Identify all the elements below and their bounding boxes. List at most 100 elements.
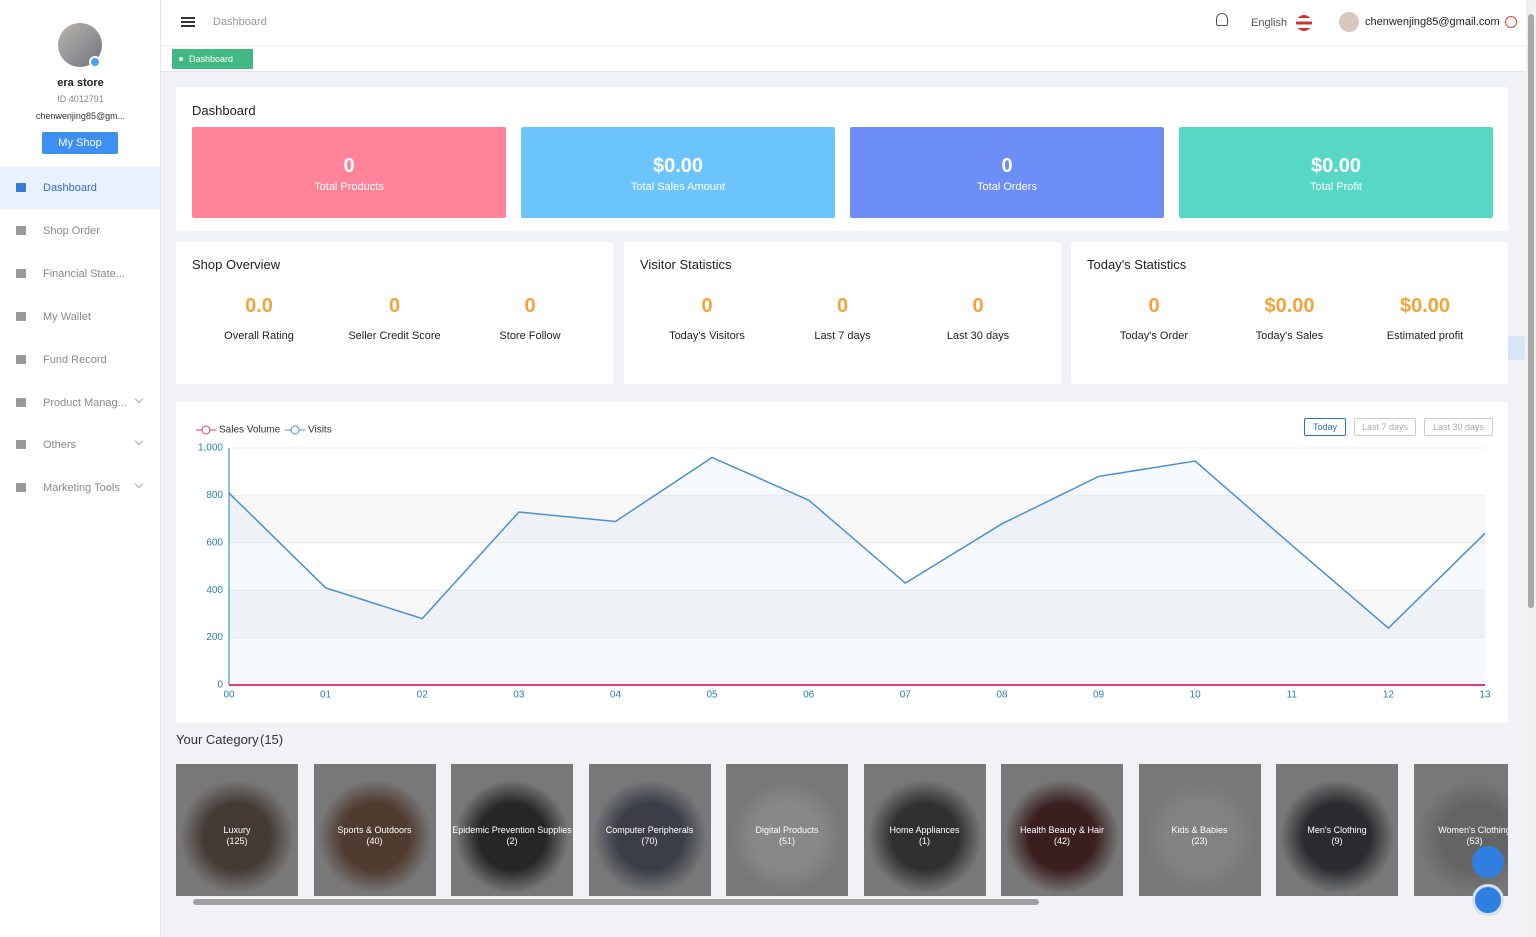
category-item-count: (40) bbox=[366, 836, 383, 846]
legend-label: Sales Volume bbox=[219, 425, 281, 436]
category-name: Digital Products bbox=[755, 825, 819, 835]
card-label: Total Products bbox=[314, 181, 384, 193]
category-tile[interactable]: Home Appliances (1) bbox=[863, 764, 986, 896]
menu-label: Product Manag... bbox=[43, 396, 127, 409]
support-button[interactable] bbox=[1472, 884, 1504, 916]
category-item-count: (51) bbox=[778, 836, 795, 846]
range-button[interactable]: Last 30 days bbox=[1424, 418, 1493, 436]
stat-value: 0 bbox=[836, 295, 849, 317]
store-name: era store bbox=[57, 77, 104, 89]
flag-icon[interactable] bbox=[1296, 15, 1312, 31]
menu-item[interactable]: My Wallet bbox=[0, 296, 160, 338]
stat-value: 0.0 bbox=[245, 295, 273, 317]
my-shop-button[interactable]: My Shop bbox=[42, 132, 118, 154]
breadcrumb[interactable]: Dashboard bbox=[213, 16, 267, 28]
range-button[interactable]: Today bbox=[1304, 418, 1346, 436]
category-tile[interactable]: Luxury (125) bbox=[176, 764, 298, 896]
category-tile[interactable]: Kids & Babies (23) bbox=[1138, 764, 1261, 896]
y-tick-label: 400 bbox=[206, 585, 223, 596]
menu-item[interactable]: Product Manag... bbox=[0, 382, 160, 424]
category-name: Women's Clothing bbox=[1438, 825, 1508, 835]
range-button[interactable]: Last 7 days bbox=[1354, 418, 1416, 436]
menu-item[interactable]: Marketing Tools bbox=[0, 467, 160, 509]
tab[interactable]: Dashboard bbox=[172, 49, 254, 69]
category-tile[interactable]: Men's Clothing (9) bbox=[1276, 764, 1398, 896]
category-tile[interactable]: Epidemic Prevention Supplies (2) bbox=[451, 764, 573, 896]
category-name: Epidemic Prevention Supplies bbox=[452, 825, 572, 835]
summary-card[interactable]: 0 Total Orders bbox=[850, 127, 1164, 218]
category-tile[interactable]: Sports & Outdoors (40) bbox=[313, 764, 436, 896]
menu-icon bbox=[16, 225, 26, 235]
x-tick-label: 09 bbox=[1093, 690, 1105, 701]
stat-label: Today's Order bbox=[1119, 330, 1189, 342]
header: Dashboard English chenwenjing85@gmail.com bbox=[161, 0, 1526, 46]
category-name: Health Beauty & Hair bbox=[1019, 825, 1105, 835]
menu-item[interactable]: Others bbox=[0, 424, 160, 466]
summary-card[interactable]: 0 Total Products bbox=[192, 127, 506, 218]
stats-panel: Today's Statistics 0 Today's Order $0.00 Tod… bbox=[1071, 242, 1508, 384]
h-scroll-thumb[interactable] bbox=[193, 899, 1039, 905]
stat-value: 0 bbox=[701, 295, 713, 317]
bell-icon[interactable] bbox=[1216, 13, 1228, 26]
menu-item[interactable]: Financial State... bbox=[0, 253, 160, 295]
store-id: ID 4012791 bbox=[57, 94, 104, 104]
menu-icon bbox=[16, 483, 26, 493]
tab-bar bbox=[161, 46, 1526, 72]
category-name: Luxury bbox=[223, 825, 251, 835]
x-tick-label: 07 bbox=[900, 690, 912, 701]
menu-item[interactable]: Fund Record bbox=[0, 339, 160, 381]
menu-label: Others bbox=[43, 439, 77, 452]
category-item-count: (1) bbox=[919, 836, 930, 846]
menu-item[interactable]: Shop Order bbox=[0, 210, 160, 252]
chat-button[interactable] bbox=[1472, 846, 1504, 878]
category-name: Computer Peripherals bbox=[605, 825, 694, 835]
language[interactable]: English bbox=[1251, 17, 1288, 29]
category-item-count: (23) bbox=[1191, 836, 1208, 846]
area bbox=[229, 457, 1485, 685]
menu-toggle[interactable] bbox=[181, 17, 195, 19]
y-tick-label: 800 bbox=[206, 490, 223, 501]
card-label: Total Orders bbox=[977, 181, 1037, 193]
x-tick-label: 06 bbox=[803, 690, 815, 701]
sidebar: era store ID 4012791 chenwenjing85@gm... My… bbox=[0, 0, 161, 937]
stat-label: Last 7 days bbox=[814, 330, 871, 342]
legend-label: Visits bbox=[308, 425, 332, 436]
scroll-thumb[interactable] bbox=[1528, 14, 1534, 608]
category-tile[interactable]: Health Beauty & Hair (42) bbox=[1001, 764, 1123, 896]
y-tick-label: 200 bbox=[206, 632, 223, 643]
category-tile[interactable]: Digital Products (51) bbox=[726, 764, 848, 896]
x-tick-label: 10 bbox=[1190, 690, 1202, 701]
menu-icon bbox=[16, 354, 26, 364]
card-value: 0 bbox=[343, 155, 355, 177]
logout-icon[interactable] bbox=[1505, 16, 1517, 28]
user-avatar bbox=[1339, 12, 1359, 32]
category-item-count: (42) bbox=[1053, 836, 1070, 846]
tab-label: Dashboard bbox=[189, 54, 234, 64]
category-tile[interactable]: Computer Peripherals (70) bbox=[588, 764, 711, 896]
chart: 0 200 400 600 800 1,000 00 01 02 03 04 05 06 07 08 09 10… bbox=[176, 402, 1508, 723]
y-tick-label: 1,000 bbox=[198, 443, 223, 454]
chevron bbox=[134, 480, 144, 489]
x-tick-label: 05 bbox=[707, 690, 719, 701]
menu-item[interactable]: Dashboard bbox=[0, 167, 160, 209]
category-name: Sports & Outdoors bbox=[337, 825, 412, 835]
card-label: Total Sales Amount bbox=[630, 181, 726, 193]
x-tick-label: 11 bbox=[1287, 690, 1298, 701]
stat-label: Today's Sales bbox=[1255, 330, 1324, 342]
menu-icon bbox=[16, 311, 26, 321]
summary-card[interactable]: $0.00 Total Sales Amount bbox=[521, 127, 835, 218]
stat-value: 0 bbox=[1148, 295, 1160, 317]
summary-title: Dashboard bbox=[192, 103, 256, 118]
menu-label: Marketing Tools bbox=[43, 482, 120, 495]
category-count: (15) bbox=[260, 732, 284, 747]
y-tick-label: 600 bbox=[206, 537, 223, 548]
x-tick-label: 08 bbox=[996, 690, 1008, 701]
category-strip: Luxury (125) Sports & Outdoors (40) Epidemic… bbox=[176, 764, 1508, 896]
legend-marker bbox=[290, 425, 300, 435]
category-item-count: (2) bbox=[506, 836, 518, 846]
summary-card[interactable]: $0.00 Total Profit bbox=[1179, 127, 1493, 218]
stat-label: Store Follow bbox=[499, 330, 561, 342]
user-email[interactable]: chenwenjing85@gmail.com bbox=[1365, 16, 1500, 28]
x-tick-label: 02 bbox=[417, 690, 429, 701]
